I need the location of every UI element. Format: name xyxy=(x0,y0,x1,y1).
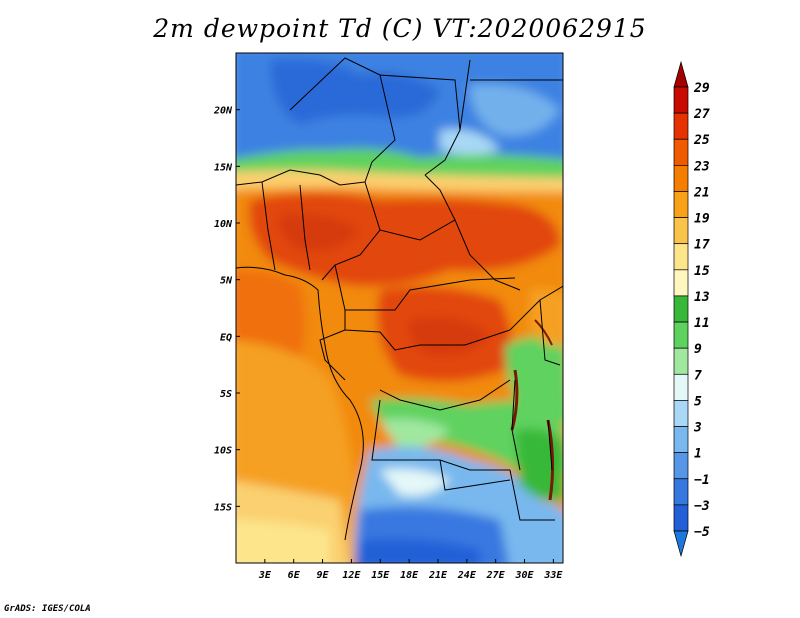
colorbar-segment xyxy=(673,295,689,323)
colorbar-label: −1 xyxy=(694,473,710,488)
colorbar-label: 27 xyxy=(693,107,710,122)
lon-tick-label: 3E xyxy=(258,570,272,581)
colorbar-label: 9 xyxy=(694,342,702,357)
lon-tick-label: 30E xyxy=(514,570,534,581)
colorbar-segment xyxy=(673,269,689,297)
chart-title: 2m dewpoint Td (C) VT:2020062915 xyxy=(153,14,647,43)
colorbar-segment xyxy=(673,452,689,480)
credit-label: GrADS: IGES/COLA xyxy=(4,604,91,614)
colorbar-label: 19 xyxy=(694,212,710,227)
colorbar-segment xyxy=(673,165,689,192)
lon-tick-label: 27E xyxy=(486,570,506,581)
latitude-axis: 20N 15N 10N 5N EQ 5S 10S 15S xyxy=(213,106,240,513)
lon-tick-label: 15E xyxy=(371,570,390,581)
colorbar: 29 27 25 23 21 19 17 15 13 11 9 7 5 3 1 −1 −3 −5 xyxy=(673,60,710,558)
lat-tick-label: 5N xyxy=(220,276,233,287)
dewpoint-field xyxy=(236,53,563,563)
lon-tick-label: 12E xyxy=(342,570,361,581)
colorbar-segment xyxy=(673,373,689,401)
lat-tick-label: 20N xyxy=(213,106,233,117)
lon-tick-label: 9E xyxy=(317,570,330,581)
colorbar-segment xyxy=(673,138,689,166)
lat-tick-label: 5S xyxy=(220,389,232,400)
colorbar-label: 29 xyxy=(693,81,710,96)
colorbar-segment xyxy=(673,112,689,140)
colorbar-label: 13 xyxy=(694,290,710,305)
colorbar-top-arrow xyxy=(673,60,689,88)
colorbar-segment xyxy=(673,321,689,349)
colorbar-label: 17 xyxy=(694,238,710,253)
lat-tick-label: 10N xyxy=(214,219,233,230)
colorbar-segment xyxy=(673,86,689,114)
colorbar-segment xyxy=(673,243,689,271)
colorbar-segment xyxy=(673,426,689,453)
colorbar-label: −5 xyxy=(694,525,710,540)
country-borders xyxy=(236,57,563,563)
colorbar-segment xyxy=(673,191,689,218)
colorbar-label: 1 xyxy=(694,447,702,462)
lat-tick-label: 10S xyxy=(214,446,232,457)
colorbar-segment xyxy=(673,400,689,427)
lon-tick-label: 6E xyxy=(288,570,301,581)
colorbar-label: −3 xyxy=(694,499,710,514)
colorbar-label: 3 xyxy=(693,421,702,436)
lon-tick-label: 18E xyxy=(400,570,419,581)
lat-tick-label: 15N xyxy=(214,162,233,173)
lon-tick-label: 21E xyxy=(428,570,448,581)
map-frame xyxy=(235,52,564,564)
colorbar-segment xyxy=(673,504,689,532)
lon-tick-label: 24E xyxy=(457,570,477,581)
colorbar-segment xyxy=(673,217,689,245)
colorbar-segment xyxy=(673,347,689,375)
colorbar-label: 25 xyxy=(693,133,710,148)
colorbar-segment xyxy=(673,478,689,506)
colorbar-label: 11 xyxy=(694,316,710,331)
colorbar-label: 7 xyxy=(694,368,702,383)
lat-tick-label: 15S xyxy=(214,502,232,513)
colorbar-label: 15 xyxy=(694,264,710,279)
colorbar-label: 21 xyxy=(693,185,710,200)
lat-tick-label: EQ xyxy=(220,332,232,343)
longitude-axis: 3E 6E 9E 12E 15E 18E 21E 24E 27E 30E 33E xyxy=(258,559,563,581)
lon-tick-label: 33E xyxy=(543,570,563,581)
colorbar-label: 5 xyxy=(694,394,702,409)
colorbar-bottom-arrow xyxy=(673,530,689,558)
colorbar-label: 23 xyxy=(693,159,710,174)
